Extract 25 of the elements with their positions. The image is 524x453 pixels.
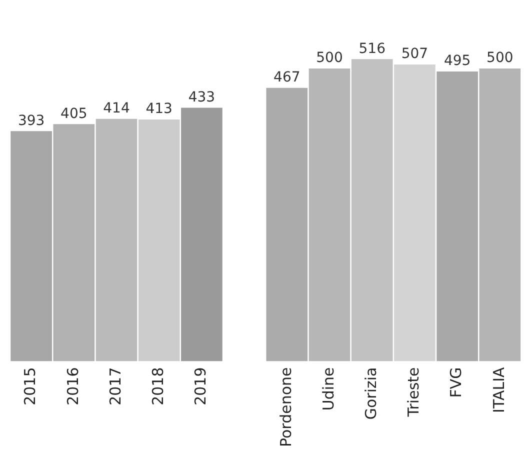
data-label: 500 [316, 50, 343, 66]
bar [394, 64, 436, 362]
x-tick-label: 2018 [148, 367, 167, 406]
data-label: 495 [444, 53, 471, 70]
x-tick-label: Pordenone [276, 367, 295, 448]
x-tick-label: 2016 [64, 367, 82, 406]
data-label: 393 [18, 112, 45, 129]
x-tick-label: Gorizia [362, 367, 380, 420]
data-label: 500 [486, 50, 514, 66]
x-tick-label: Udine [319, 367, 338, 411]
x-tick-label: Trieste [404, 367, 423, 418]
data-label: 405 [60, 106, 88, 122]
data-label: 433 [188, 89, 216, 106]
bar [181, 108, 222, 362]
x-tick-label: 2015 [21, 367, 40, 406]
x-tick-label: 2019 [192, 367, 210, 406]
x-tick-label: 2017 [106, 367, 124, 406]
data-label: 516 [358, 40, 386, 57]
x-tick-label: ITALIA [490, 366, 508, 413]
data-label: 414 [103, 100, 130, 117]
data-label: 413 [146, 101, 172, 118]
x-tick-label: FVG [447, 367, 466, 398]
bar [138, 119, 180, 362]
data-label: 507 [401, 46, 428, 62]
data-label: 467 [274, 70, 300, 86]
